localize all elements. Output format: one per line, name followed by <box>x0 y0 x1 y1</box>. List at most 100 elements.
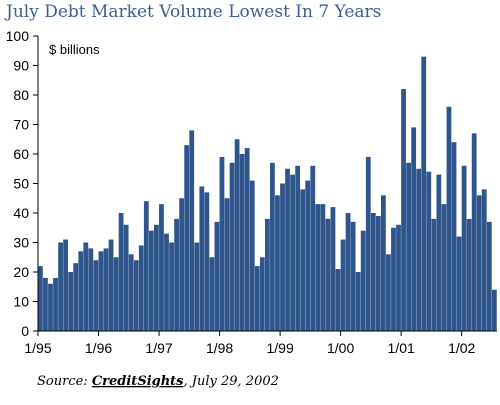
bar <box>411 127 417 331</box>
bar <box>406 162 411 331</box>
bar <box>103 248 109 331</box>
bar <box>335 269 341 331</box>
y-tick-label: 90 <box>13 58 29 74</box>
unit-label: $ billions <box>49 42 100 57</box>
bar <box>63 239 69 331</box>
bar <box>350 221 356 331</box>
bar <box>219 156 225 331</box>
x-tick-label: 1/95 <box>24 340 51 356</box>
x-tick-label: 1/99 <box>266 340 293 356</box>
unit-label-background <box>43 38 115 60</box>
bar <box>73 263 79 331</box>
bar <box>234 139 240 331</box>
x-tick-label: 1/96 <box>85 340 112 356</box>
bar-series <box>38 56 497 332</box>
bar <box>224 198 230 331</box>
bar <box>123 224 129 331</box>
x-tick-label: 1/01 <box>388 340 415 356</box>
bar <box>370 213 376 331</box>
bar <box>244 148 250 331</box>
bar <box>58 242 63 331</box>
bar <box>143 201 149 331</box>
bar <box>254 266 260 331</box>
bar <box>138 245 144 331</box>
bar <box>259 257 265 331</box>
bar <box>214 221 220 331</box>
bar <box>43 277 48 331</box>
bar <box>154 224 159 331</box>
source-suffix: , July 29, 2002 <box>184 374 279 389</box>
x-tick-label: 1/97 <box>145 340 172 356</box>
bar <box>148 230 154 331</box>
bar <box>330 207 336 331</box>
bar <box>441 204 447 331</box>
bar <box>295 165 301 331</box>
bar <box>209 257 215 331</box>
bar <box>491 289 497 331</box>
y-tick-label: 10 <box>13 294 29 310</box>
bar <box>416 168 422 331</box>
bar <box>270 162 275 331</box>
bar <box>239 154 245 331</box>
bar <box>461 165 467 331</box>
bar <box>113 257 119 331</box>
source-prefix: Source: <box>37 374 92 389</box>
bar <box>68 272 74 331</box>
bar <box>290 174 295 331</box>
bar <box>380 195 386 331</box>
bar <box>391 227 396 331</box>
bar <box>264 218 270 331</box>
bar <box>375 215 381 331</box>
bar <box>401 89 406 331</box>
source-brand: CreditSights <box>92 374 184 389</box>
bar <box>315 204 321 331</box>
bar <box>194 242 200 331</box>
bar <box>386 254 391 331</box>
bar <box>360 230 366 331</box>
bar <box>229 162 235 331</box>
bar <box>285 168 290 331</box>
y-tick-label: 80 <box>13 87 29 103</box>
bar <box>486 221 492 331</box>
bar <box>481 189 487 331</box>
bar <box>53 277 58 331</box>
bar <box>431 218 437 331</box>
bar <box>320 204 326 331</box>
bar <box>169 242 174 331</box>
bar <box>83 242 89 331</box>
bar <box>300 189 306 331</box>
bar <box>305 180 311 331</box>
bar <box>179 198 185 331</box>
y-tick-label: 70 <box>13 117 29 133</box>
y-tick-label: 20 <box>13 264 29 280</box>
bar <box>159 204 164 331</box>
bar <box>280 183 285 331</box>
y-tick-label: 100 <box>6 28 30 44</box>
bar <box>199 186 205 331</box>
bar <box>133 260 139 331</box>
bar <box>476 195 482 331</box>
bar <box>345 213 351 331</box>
bar <box>118 213 124 331</box>
bar <box>189 130 195 331</box>
bar <box>78 251 84 331</box>
y-tick-label: 40 <box>13 205 29 221</box>
bar <box>451 142 457 331</box>
bar <box>128 254 134 331</box>
bar <box>93 260 99 331</box>
bar <box>355 272 361 331</box>
bar <box>340 239 346 331</box>
bar <box>184 145 190 331</box>
bar <box>88 248 94 331</box>
bar <box>396 224 401 331</box>
bar <box>249 180 255 331</box>
bar <box>275 195 280 331</box>
bar <box>446 106 452 331</box>
bar <box>48 283 53 331</box>
bar <box>38 266 43 331</box>
bar <box>471 133 477 331</box>
bar <box>310 165 316 331</box>
bar <box>436 174 442 331</box>
x-tick-label: 1/02 <box>448 340 475 356</box>
y-axis-ticks: 0 10 20 30 40 50 60 70 80 90 100 <box>6 28 38 339</box>
